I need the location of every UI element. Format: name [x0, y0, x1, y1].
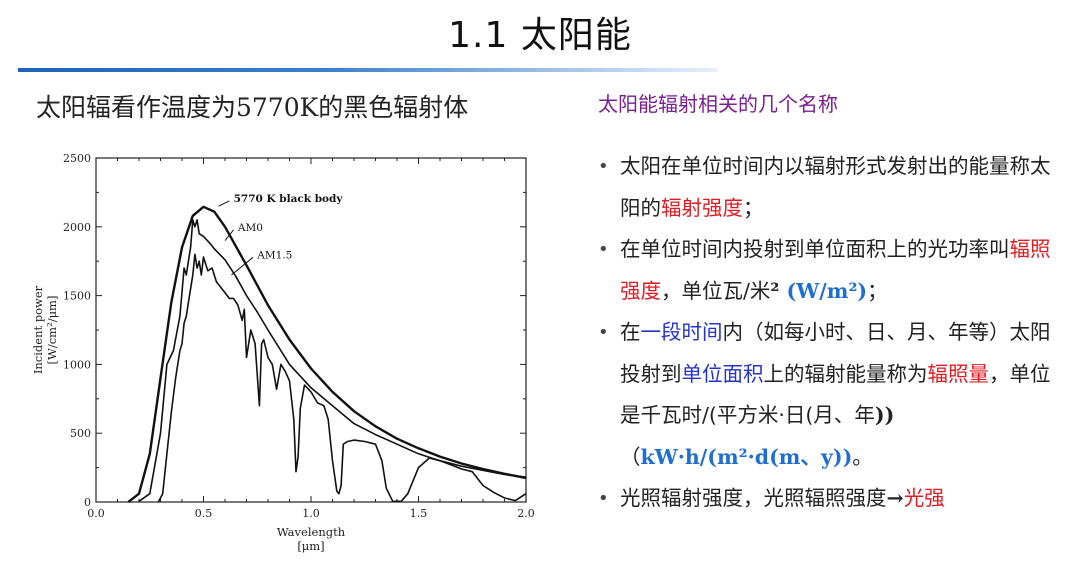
y-tick-label: 1000: [63, 358, 91, 371]
annotation-label: AM1.5: [256, 249, 292, 261]
bullet-item: 太阳在单位时间内以辐射形式发射出的能量称太阳的辐射强度；: [598, 146, 1068, 229]
bullet-text: 在: [620, 320, 641, 344]
x-axis-unit: [μm]: [297, 539, 324, 553]
bullet-item: 光照辐射强度，光照辐照强度→光强: [598, 478, 1068, 520]
bullet-item: 在单位时间内投射到单位面积上的光功率叫辐照强度，单位瓦/米² (W/m²)；: [598, 229, 1068, 312]
bullet-text: ；: [867, 278, 888, 303]
x-tick-label: 1.0: [302, 507, 320, 520]
bullet-item: 在一段时间内（如每小时、日、月、年等）太阳投射到单位面积上的辐射能量称为辐照量，…: [598, 312, 1068, 478]
blackbody-curve: [127, 205, 527, 503]
highlight-text: )): [874, 403, 895, 427]
highlight-text: 单位面积: [681, 361, 764, 386]
bullet-text: （: [620, 444, 641, 469]
y-tick-label: 1500: [63, 290, 91, 303]
bullet-text: 内（如每小时、日、月、年等）太阳投射到: [620, 320, 1051, 386]
title-underline: [18, 68, 718, 72]
page-title: 1.1 太阳能: [448, 15, 632, 56]
highlight-text: (W/m²): [779, 278, 868, 303]
highlight-text: 一段时间: [640, 320, 723, 344]
highlight-text: ²: [770, 278, 780, 303]
bullet-text: 在单位时间内投射到单位面积上的光功率叫: [620, 237, 1010, 261]
bullet-text: ，单位瓦/米: [661, 278, 771, 303]
y-axis-unit: [W/cm²/μm]: [45, 296, 59, 365]
bullet-text: 太阳在单位时间内以辐射形式发射出的能量称太阳的: [620, 154, 1051, 220]
highlight-text: kW·h/(m²·d(m、y)): [640, 444, 853, 469]
bullet-list: 太阳在单位时间内以辐射形式发射出的能量称太阳的辐射强度；在单位时间内投射到单位面…: [598, 146, 1068, 520]
bullet-text: ；: [743, 195, 764, 220]
x-axis-label: Wavelength: [277, 525, 346, 539]
highlight-text: →: [886, 486, 904, 510]
y-tick-label: 500: [70, 427, 91, 440]
chart-heading: 太阳辐看作温度为5770K的黑色辐射体: [36, 93, 469, 122]
annotation-label: 5770 K black body: [234, 193, 344, 205]
am15-curve: [157, 253, 527, 503]
y-tick-label: 2000: [63, 221, 91, 234]
annotation-leader: [224, 229, 234, 241]
solar-spectrum-chart: 0.0 0.5 1.0 1.5 2.0 0 500 1000 1500 2000 2500 Wavel…: [31, 152, 535, 553]
bullet-text: ，单位是千瓦时/(平方米·日(月、年: [620, 361, 1051, 428]
y-axis-label: Incident power: [31, 285, 45, 374]
annotation-leader: [218, 200, 230, 207]
annotation-leader: [231, 256, 254, 276]
section-heading: 太阳能辐射相关的几个名称: [598, 92, 838, 116]
highlight-text: 光强: [903, 486, 945, 510]
highlight-text: 辐照量: [927, 361, 990, 386]
annotation-label: AM0: [237, 222, 263, 234]
y-tick-label: 0: [84, 496, 91, 509]
am0-curve: [138, 219, 527, 502]
bullet-text: 。: [852, 444, 873, 469]
plot-frame: [95, 157, 527, 503]
bullet-text: 光照辐射强度，光照辐照强度: [620, 486, 887, 510]
x-tick-label: 2.0: [517, 507, 535, 520]
x-tick-label: 0.0: [87, 507, 105, 520]
highlight-text: 辐照强度: [620, 237, 1051, 303]
x-tick-label: 1.5: [410, 507, 428, 520]
highlight-text: 辐射强度: [661, 195, 743, 220]
x-tick-label: 0.5: [195, 507, 213, 520]
bullet-text: 上的辐射能量称为: [763, 361, 928, 386]
y-tick-label: 2500: [63, 152, 91, 165]
